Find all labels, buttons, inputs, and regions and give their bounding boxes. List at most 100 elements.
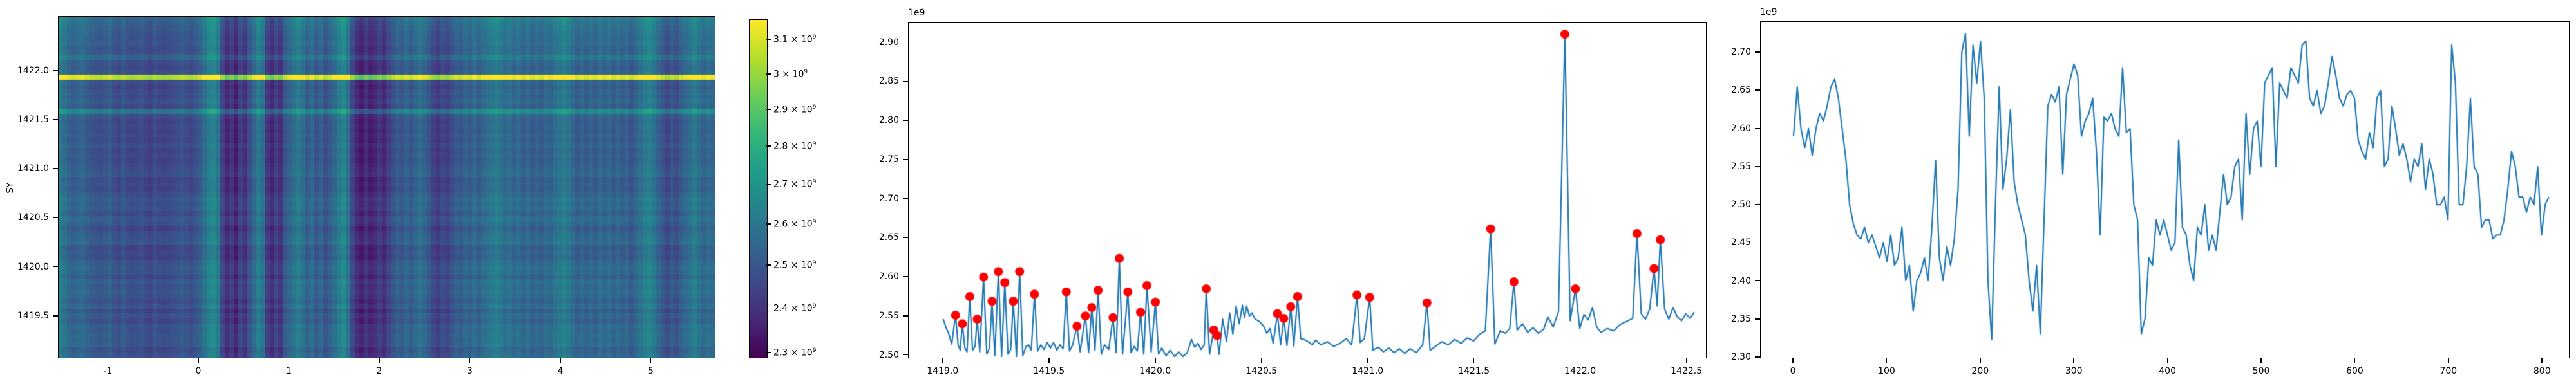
- x-axis-tick-label: 1: [285, 366, 292, 376]
- y-axis-tick-label: 1421.0: [17, 163, 49, 174]
- y-axis-tick: [1755, 318, 1760, 320]
- heatmap-y-axis-label: SY: [5, 182, 15, 194]
- y-axis-tick: [53, 119, 58, 120]
- y-axis-tick-label: 2.70: [878, 193, 899, 204]
- y-axis-tick-label: 2.85: [878, 76, 899, 87]
- y-axis-tick: [1755, 127, 1760, 129]
- x-axis-tick: [1260, 358, 1262, 363]
- x-axis-tick-label: 0: [195, 366, 202, 376]
- spectrum-canvas: [909, 23, 1706, 358]
- x-axis-tick-label: 600: [2346, 366, 2363, 376]
- x-axis-tick-label: 1422.0: [1564, 366, 1596, 376]
- y-axis-tick-label: 2.60: [878, 271, 899, 282]
- x-axis-tick-label: 1419.0: [927, 366, 959, 376]
- y-axis-tick-label: 2.30: [1730, 352, 1751, 363]
- x-axis-tick-label: 300: [2065, 366, 2083, 376]
- y-axis-tick: [1755, 51, 1760, 53]
- colorbar-tick: [766, 264, 771, 266]
- colorbar-tick-label: 2.9 × 109: [773, 104, 817, 115]
- y-axis-tick-label: 2.45: [1730, 237, 1751, 248]
- colorbar-tick: [766, 73, 771, 75]
- colorbar-tick-label: 2.6 × 109: [773, 219, 817, 230]
- colorbar-tick-label: 2.8 × 109: [773, 141, 817, 152]
- colorbar: [749, 19, 768, 358]
- x-axis-tick: [288, 358, 290, 363]
- y-axis-tick: [903, 120, 908, 121]
- colorbar-tick: [766, 307, 771, 309]
- colorbar-tick-label: 2.7 × 109: [773, 179, 817, 190]
- colorbar-tick-label: 2.5 × 109: [773, 259, 817, 271]
- x-axis-tick: [1886, 358, 1888, 363]
- y-axis-tick-label: 1420.0: [17, 261, 49, 272]
- y-axis-tick-label: 2.55: [1730, 161, 1751, 172]
- x-axis-tick-label: 400: [2159, 366, 2177, 376]
- y-axis-tick-label: 2.50: [878, 349, 899, 360]
- y-axis-tick: [903, 315, 908, 317]
- y-axis-tick-label: 2.40: [1730, 275, 1751, 286]
- colorbar-tick-label: 3 × 109: [773, 68, 808, 80]
- colorbar-tick: [766, 39, 771, 41]
- y-axis-tick-label: 2.60: [1730, 123, 1751, 134]
- x-axis-tick-label: 5: [648, 366, 654, 376]
- x-axis-tick: [1154, 358, 1156, 363]
- colorbar-tick: [766, 183, 771, 185]
- timeseries-offset-label: 1e9: [1760, 7, 1777, 17]
- x-axis-tick-label: 500: [2252, 366, 2270, 376]
- y-axis-tick-label: 1421.5: [17, 115, 49, 125]
- x-axis-tick-label: 100: [1878, 366, 1895, 376]
- y-axis-tick: [1755, 356, 1760, 358]
- x-axis-tick-label: 800: [2533, 366, 2551, 376]
- y-axis-tick-label: 2.80: [878, 115, 899, 126]
- x-axis-tick-label: 4: [557, 366, 564, 376]
- x-axis-tick: [1792, 358, 1794, 363]
- y-axis-tick: [1755, 166, 1760, 167]
- y-axis-tick-label: 2.55: [878, 310, 899, 321]
- y-axis-tick: [1755, 280, 1760, 282]
- x-axis-tick-label: 1421.0: [1352, 366, 1384, 376]
- colorbar-tick-label: 2.3 × 109: [773, 347, 817, 358]
- heatmap-axes: [58, 16, 715, 358]
- x-axis-tick: [2354, 358, 2356, 363]
- colorbar-tick: [766, 223, 771, 225]
- x-axis-tick: [2073, 358, 2075, 363]
- x-axis-tick: [379, 358, 380, 363]
- colorbar-tick-label: 2.4 × 109: [773, 302, 817, 314]
- y-axis-tick: [1755, 204, 1760, 205]
- x-axis-tick: [1685, 358, 1687, 363]
- x-axis-tick-label: -1: [103, 366, 113, 376]
- y-axis-tick-label: 1422.0: [17, 65, 49, 76]
- x-axis-tick: [1367, 358, 1368, 363]
- x-axis-tick-label: 200: [1971, 366, 1989, 376]
- y-axis-tick-label: 2.35: [1730, 313, 1751, 324]
- x-axis-tick: [1579, 358, 1581, 363]
- x-axis-tick: [650, 358, 652, 363]
- colorbar-tick: [766, 352, 771, 353]
- y-axis-tick: [903, 237, 908, 239]
- x-axis-tick-label: 1419.5: [1033, 366, 1065, 376]
- x-axis-tick: [469, 358, 471, 363]
- y-axis-tick-label: 1420.5: [17, 212, 49, 223]
- y-axis-tick: [53, 266, 58, 268]
- x-axis-tick: [2260, 358, 2262, 363]
- y-axis-tick-label: 1419.5: [17, 310, 49, 321]
- y-axis-tick-label: 2.65: [878, 232, 899, 243]
- x-axis-tick-label: 2: [376, 366, 383, 376]
- colorbar-tick: [766, 145, 771, 147]
- y-axis-tick-label: 2.65: [1730, 85, 1751, 96]
- y-axis-tick: [903, 276, 908, 277]
- timeseries-canvas: [1761, 22, 2569, 358]
- x-axis-tick: [942, 358, 943, 363]
- y-axis-tick: [53, 217, 58, 219]
- y-axis-tick-label: 2.90: [878, 37, 899, 48]
- spectrum-axes: [908, 22, 1707, 358]
- x-axis-tick-label: 700: [2439, 366, 2458, 376]
- colorbar-tick: [766, 109, 771, 110]
- x-axis-tick: [2448, 358, 2449, 363]
- y-axis-tick: [53, 70, 58, 71]
- x-axis-tick: [1473, 358, 1475, 363]
- y-axis-tick: [903, 80, 908, 82]
- y-axis-tick-label: 2.50: [1730, 199, 1751, 210]
- x-axis-tick-label: 1422.5: [1671, 366, 1703, 376]
- x-axis-tick: [1980, 358, 1981, 363]
